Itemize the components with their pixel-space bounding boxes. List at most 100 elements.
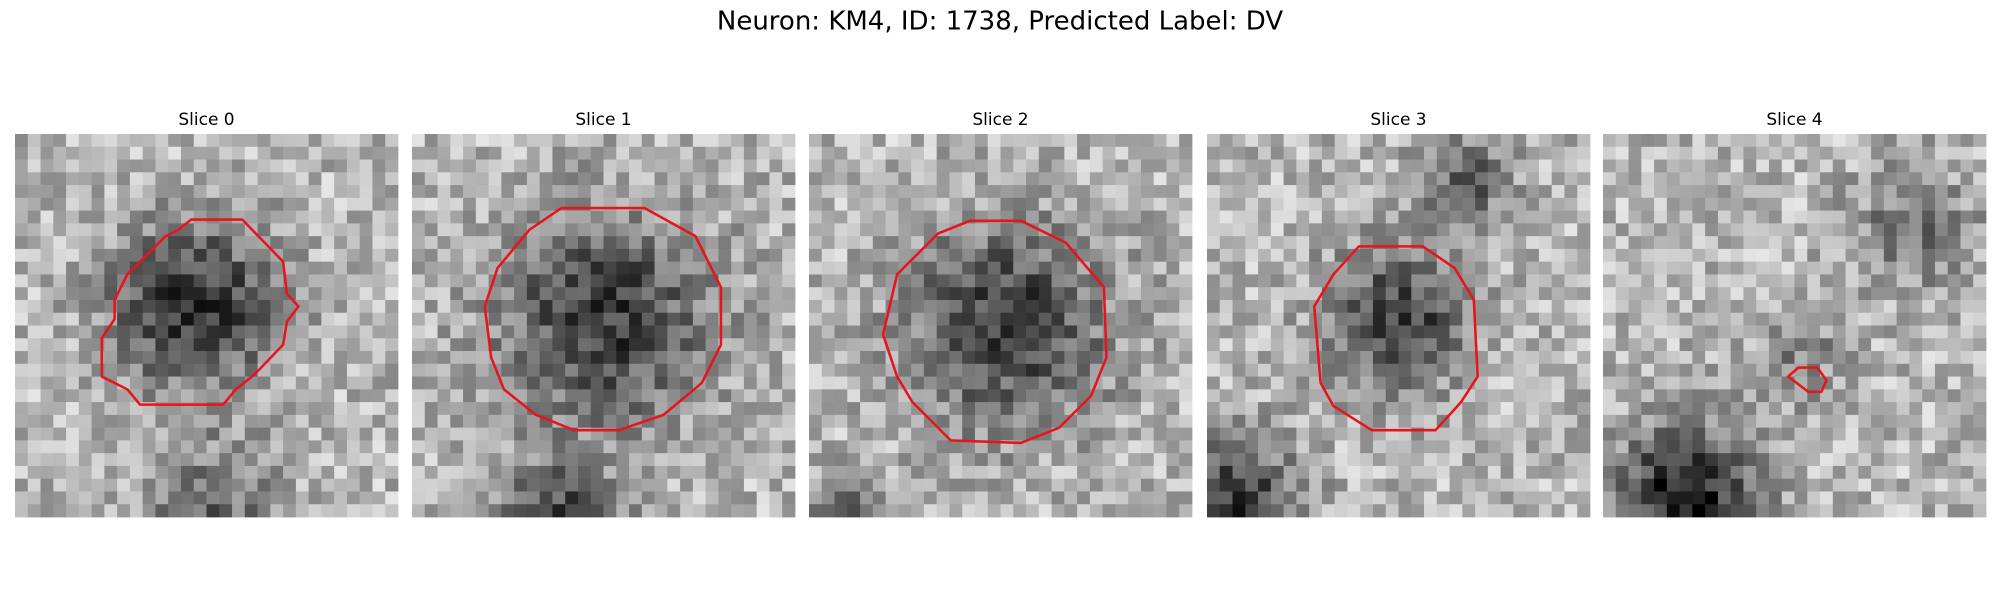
pixel [385,185,399,199]
pixel [1166,248,1180,263]
pixel [1089,299,1104,314]
pixel [283,146,297,160]
pixel [577,248,592,263]
pixel [450,159,464,173]
pixel [1245,197,1259,211]
pixel [424,338,438,352]
pixel [334,248,348,263]
pixel [885,223,899,237]
pixel [1462,351,1476,365]
pixel [1153,414,1167,429]
pixel [66,248,80,263]
pixel [437,389,451,403]
pixel [1462,363,1476,377]
pixel [40,504,54,518]
pixel [1768,440,1783,454]
pixel [936,146,950,160]
pixel [412,363,426,377]
pixel [1934,185,1949,199]
pixel [1398,402,1412,416]
pixel [898,453,912,467]
pixel [1140,338,1155,352]
pixel [1013,274,1027,288]
pixel [590,299,604,314]
pixel [834,274,848,288]
pixel [692,312,707,326]
pixel [206,261,220,275]
pixel [168,465,182,480]
pixel [514,185,528,199]
pixel [1960,146,1974,160]
pixel [1051,299,1065,314]
pixel [1283,223,1297,237]
pixel [168,338,182,352]
pixel [1411,299,1425,314]
pixel [1820,414,1834,429]
pixel [1717,159,1732,173]
pixel [257,146,271,160]
pixel [1628,287,1642,301]
pixel [1564,197,1578,211]
pixel [1475,338,1489,352]
pixel [129,146,144,160]
pixel [155,146,169,160]
pixel [872,197,886,211]
pixel [1781,261,1795,275]
pixel [1666,351,1680,365]
pixel [987,287,1001,301]
pixel [949,159,963,173]
pixel [590,351,604,365]
pixel [1462,210,1476,224]
pixel [1538,453,1553,467]
pixel [1973,210,1987,224]
pixel [1385,210,1399,224]
pixel [40,351,54,365]
pixel [475,465,489,480]
pixel [526,440,541,454]
pixel [78,223,92,237]
pixel [616,453,630,467]
pixel [91,478,105,492]
pixel [321,287,335,301]
pixel [308,172,322,186]
pixel [1577,478,1591,492]
pixel [923,440,938,454]
pixel [1064,453,1078,467]
pixel [821,465,835,480]
pixel [629,248,643,263]
pixel [1781,376,1795,390]
pixel [1038,261,1052,275]
pixel [514,261,528,275]
pixel [283,440,297,454]
pixel [1551,236,1565,250]
pixel [372,172,386,186]
pixel [193,134,207,148]
pixel [1832,402,1846,416]
pixel [1000,376,1014,390]
pixel [372,261,386,275]
pixel [1487,453,1502,467]
pixel [1500,146,1514,160]
pixel [577,325,592,339]
pixel [1283,440,1297,454]
pixel [450,453,464,467]
pixel [590,312,604,326]
pixel [437,414,451,429]
pixel [1449,351,1463,365]
pixel [743,159,758,173]
pixel [232,274,246,288]
pixel [1140,427,1155,441]
pixel [552,223,566,237]
pixel [809,465,823,480]
pixel [295,453,310,467]
pixel [1692,159,1706,173]
pixel [1283,427,1297,441]
pixel [346,223,361,237]
pixel [475,134,489,148]
pixel [1089,414,1104,429]
pixel [1832,248,1846,263]
pixel [463,491,477,505]
pixel [616,172,630,186]
pixel [962,376,976,390]
pixel [450,478,464,492]
